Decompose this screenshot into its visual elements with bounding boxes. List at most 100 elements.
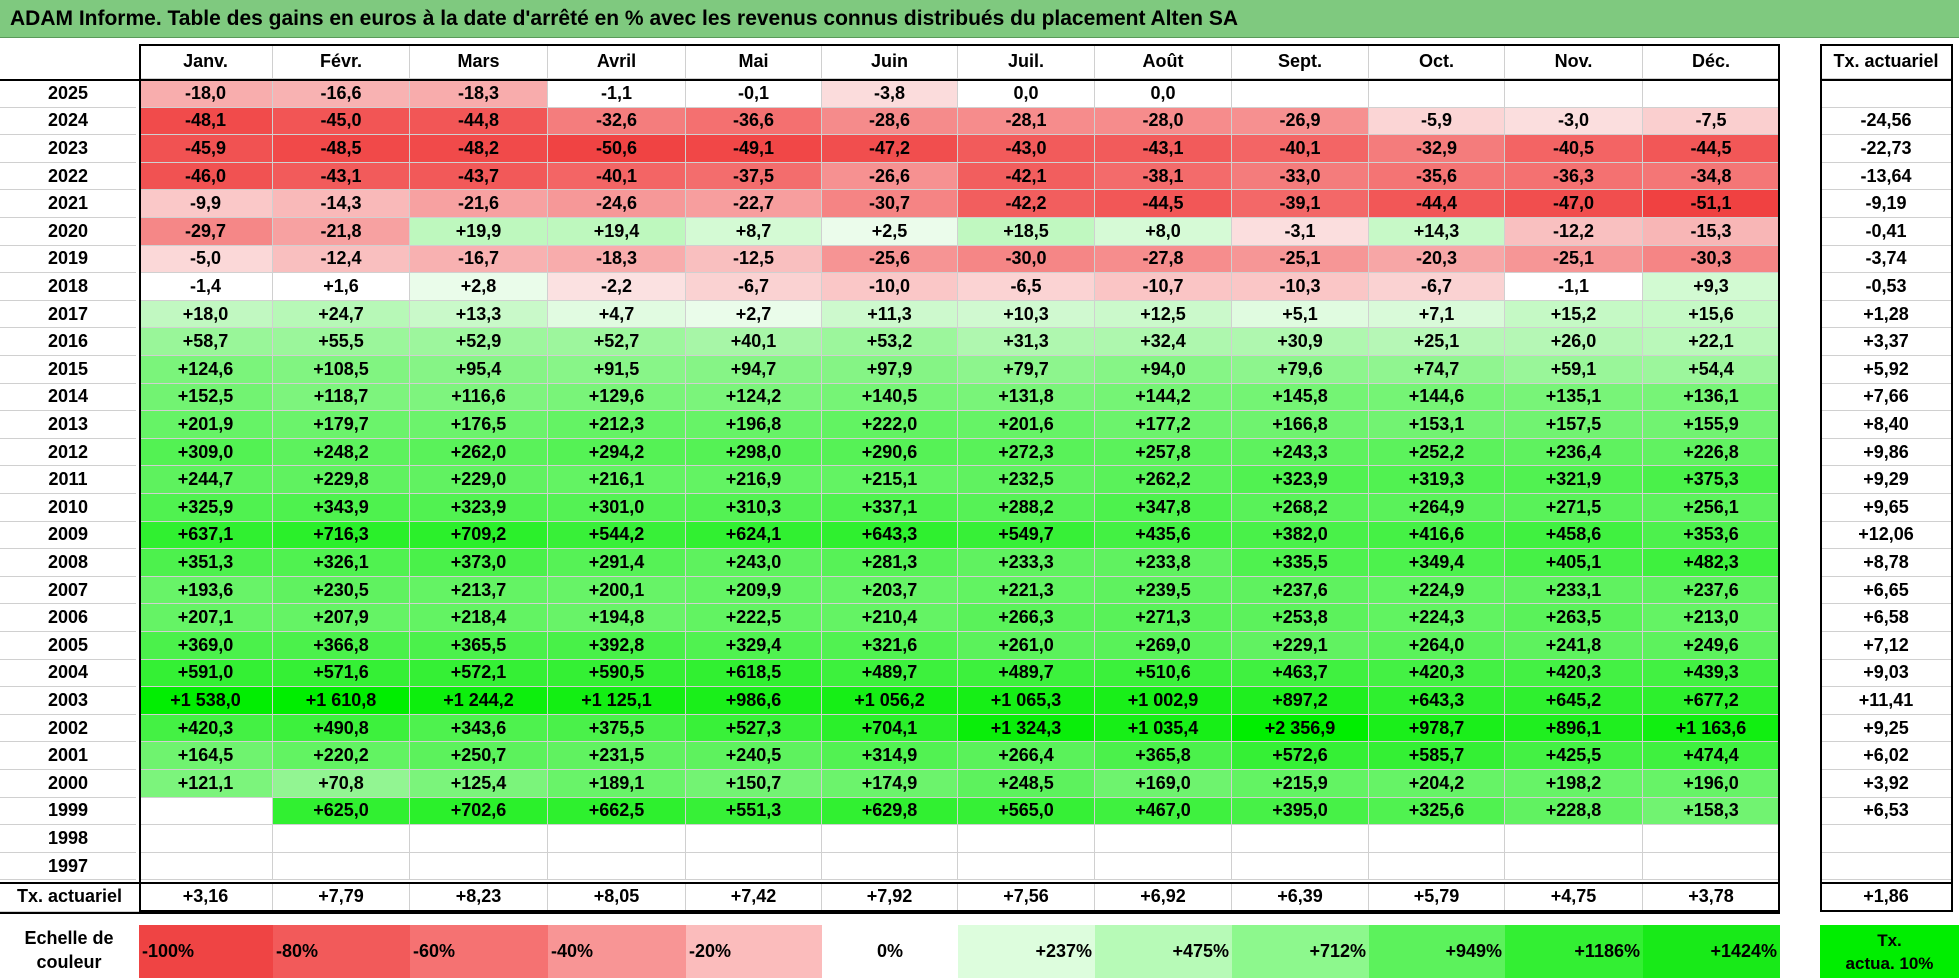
table-cell: -38,1 [1095, 162, 1232, 191]
row-year: 2000 [0, 770, 136, 798]
table-cell: +253,8 [1232, 604, 1369, 632]
table-cell: -48,5 [273, 135, 410, 163]
table-cell: +261,0 [958, 632, 1095, 660]
table-cell: +366,8 [273, 632, 410, 660]
table-cell: +1,6 [273, 273, 410, 301]
header-month-1: Janv. [139, 44, 273, 79]
table-cell: +52,7 [548, 328, 686, 356]
header-month-10: Oct. [1369, 44, 1505, 79]
table-cell: -32,6 [548, 107, 686, 136]
page-title: ADAM Informe. Table des gains en euros à… [10, 7, 1239, 30]
footer-cell: +6,92 [1095, 882, 1232, 912]
table-cell: +15,2 [1505, 300, 1643, 329]
table-cell: -45,9 [139, 135, 273, 163]
table-cell: +349,4 [1369, 549, 1505, 577]
actuarial-cell: +9,86 [1820, 438, 1953, 467]
table-cell: +229,8 [273, 466, 410, 494]
table-cell: +1 163,6 [1643, 714, 1780, 743]
row-year: 2012 [0, 439, 136, 467]
actuarial-cell: -3,74 [1820, 245, 1953, 274]
table-cell: +268,2 [1232, 494, 1369, 522]
table-cell: +319,3 [1369, 466, 1505, 494]
header-month-5: Mai [686, 44, 822, 79]
table-cell: +1 538,0 [139, 687, 273, 715]
footer-cell: +7,56 [958, 882, 1095, 912]
table-cell: -43,0 [958, 135, 1095, 163]
table-cell: +216,9 [686, 466, 822, 494]
table-cell: +662,5 [548, 797, 686, 826]
table-cell: +118,7 [273, 383, 410, 412]
table-cell: +239,5 [1095, 576, 1232, 605]
row-year: 2018 [0, 273, 136, 301]
row-year: 2020 [0, 218, 136, 246]
table-cell: +288,2 [958, 494, 1095, 522]
row-year: 2002 [0, 715, 136, 743]
table-cell: +212,3 [548, 411, 686, 439]
row-year: 2010 [0, 494, 136, 522]
color-scale-step: +237% [958, 925, 1095, 978]
table-cell [273, 852, 410, 881]
table-cell: +58,7 [139, 328, 273, 356]
table-cell: +207,9 [273, 604, 410, 632]
table-cell: +343,6 [410, 714, 548, 743]
footer-cell: +7,92 [822, 882, 958, 912]
table-cell: -43,7 [410, 162, 548, 191]
table-cell: +249,6 [1643, 632, 1780, 660]
table-cell: +291,4 [548, 549, 686, 577]
table-cell: +551,3 [686, 797, 822, 826]
table-cell: -10,7 [1095, 273, 1232, 301]
table-cell: +31,3 [958, 328, 1095, 356]
table-cell: +572,1 [410, 659, 548, 688]
table-cell: -48,2 [410, 135, 548, 163]
row-year: 2021 [0, 190, 136, 218]
table-cell: +986,6 [686, 687, 822, 715]
table-cell: -27,8 [1095, 245, 1232, 274]
header-month-11: Nov. [1505, 44, 1643, 79]
table-cell: +13,3 [410, 300, 548, 329]
table-cell: +209,9 [686, 576, 822, 605]
row-year: 2011 [0, 466, 136, 494]
color-scale-step: -100% [139, 925, 273, 978]
table-cell: +323,9 [410, 494, 548, 522]
table-cell: -44,8 [410, 107, 548, 136]
table-cell: +326,1 [273, 549, 410, 577]
table-cell: -48,1 [139, 107, 273, 136]
table-cell: +325,9 [139, 494, 273, 522]
table-cell: +244,7 [139, 466, 273, 494]
color-scale-actuarial: Tx. actua. 10% [1820, 925, 1959, 978]
table-cell: +26,0 [1505, 328, 1643, 356]
table-cell: +250,7 [410, 742, 548, 770]
footer-cell: +4,75 [1505, 882, 1643, 912]
table-cell: -29,7 [139, 218, 273, 246]
table-cell: +179,7 [273, 411, 410, 439]
table-cell: -14,3 [273, 190, 410, 218]
table-cell: +263,5 [1505, 604, 1643, 632]
row-year: 1998 [0, 825, 136, 853]
table-cell: +897,2 [1232, 687, 1369, 715]
table-cell: +405,1 [1505, 549, 1643, 577]
table-cell: -5,9 [1369, 107, 1505, 136]
table-cell: -12,2 [1505, 218, 1643, 246]
table-cell: +416,6 [1369, 521, 1505, 550]
table-cell: +1 056,2 [822, 687, 958, 715]
table-cell: +144,6 [1369, 383, 1505, 412]
table-cell: +271,5 [1505, 494, 1643, 522]
table-cell: +643,3 [822, 521, 958, 550]
table-cell: -16,7 [410, 245, 548, 274]
table-cell: +527,3 [686, 714, 822, 743]
table-cell: +55,5 [273, 328, 410, 356]
table-cell: -49,1 [686, 135, 822, 163]
table-cell: +256,1 [1643, 494, 1780, 522]
table-cell: +216,1 [548, 466, 686, 494]
actuarial-cell: +6,65 [1820, 576, 1953, 605]
table-cell: +224,3 [1369, 604, 1505, 632]
table-cell: +150,7 [686, 770, 822, 798]
table-cell: +9,3 [1643, 273, 1780, 301]
table-cell: -36,3 [1505, 162, 1643, 191]
actuarial-cell [1820, 825, 1953, 853]
color-scale-step: +949% [1369, 925, 1505, 978]
table-cell [1643, 852, 1780, 881]
table-cell: +643,3 [1369, 687, 1505, 715]
table-cell: +2,7 [686, 300, 822, 329]
table-cell: +382,0 [1232, 521, 1369, 550]
